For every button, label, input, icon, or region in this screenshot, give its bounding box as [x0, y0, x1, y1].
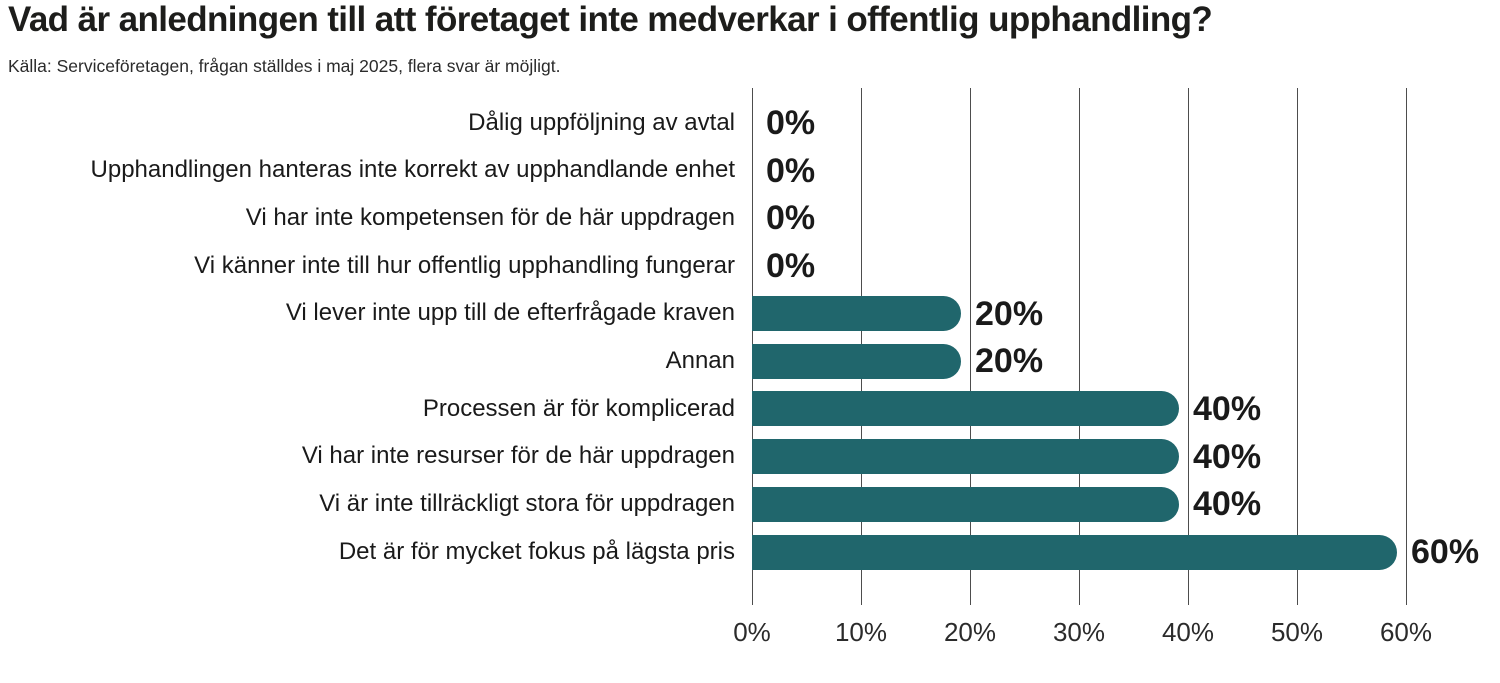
- category-label: Vi känner inte till hur offentlig upphan…: [194, 251, 735, 279]
- bar-row: Vi känner inte till hur offentlig upphan…: [0, 242, 1500, 290]
- category-label: Vi är inte tillräckligt stora för uppdra…: [319, 490, 735, 518]
- gridline-40: [1188, 88, 1189, 605]
- x-tick-label: 10%: [834, 617, 888, 647]
- bar-row: Processen är för komplicerad 40%: [0, 385, 1500, 433]
- bar-value-label: 20%: [975, 294, 1044, 333]
- gridline-20: [970, 88, 971, 605]
- x-tick-label: 40%: [1161, 617, 1215, 647]
- x-tick-label: 50%: [1270, 617, 1324, 647]
- x-tick-label: 0%: [733, 617, 771, 647]
- bar-value-label: 0%: [766, 199, 816, 238]
- chart-subtitle: Källa: Serviceföretagen, frågan ställdes…: [8, 56, 561, 76]
- category-label: Vi har inte kompetensen för de här uppdr…: [245, 204, 735, 232]
- bar-value-label: 60%: [1411, 533, 1480, 572]
- category-label: Annan: [665, 347, 735, 375]
- bar-value-label: 0%: [766, 246, 816, 285]
- gridline-50: [1297, 88, 1298, 605]
- x-axis: 0% 10% 20% 30% 40% 50% 60%: [0, 617, 1500, 653]
- gridline-30: [1079, 88, 1080, 605]
- bar-row: Upphandlingen hanteras inte korrekt av u…: [0, 147, 1500, 195]
- x-tick-label: 20%: [943, 617, 997, 647]
- bar-rows: Dålig uppföljning av avtal 0% Upphandlinge…: [0, 99, 1500, 576]
- bar: [752, 391, 1179, 427]
- bar-value-label: 40%: [1193, 485, 1262, 524]
- category-label: Upphandlingen hanteras inte korrekt av u…: [90, 156, 735, 184]
- bar-value-label: 0%: [766, 151, 816, 190]
- bar-row: Vi har inte resurser för de här uppdrage…: [0, 433, 1500, 481]
- bar-row: Annan 20%: [0, 337, 1500, 385]
- category-label: Det är för mycket fokus på lägsta pris: [338, 537, 735, 565]
- bar-value-label: 0%: [766, 103, 816, 142]
- category-label: Dålig uppföljning av avtal: [468, 108, 735, 136]
- bar-row: Det är för mycket fokus på lägsta pris 60…: [0, 528, 1500, 576]
- bar-row: Vi är inte tillräckligt stora för uppdra…: [0, 481, 1500, 529]
- bar: [752, 296, 961, 332]
- bar: [752, 439, 1179, 475]
- x-tick-label: 60%: [1379, 617, 1433, 647]
- bar-row: Vi lever inte upp till de efterfrågade k…: [0, 290, 1500, 338]
- bar-row: Dålig uppföljning av avtal 0%: [0, 99, 1500, 147]
- bar-value-label: 20%: [975, 342, 1044, 381]
- bar: [752, 343, 961, 379]
- chart-title: Vad är anledningen till att företaget in…: [8, 0, 1213, 39]
- bar-row: Vi har inte kompetensen för de här uppdr…: [0, 194, 1500, 242]
- gridline-60: [1406, 88, 1407, 605]
- x-tick-label: 30%: [1052, 617, 1106, 647]
- bar: [752, 534, 1397, 570]
- bar: [752, 486, 1179, 522]
- category-label: Vi lever inte upp till de efterfrågade k…: [285, 299, 735, 327]
- category-label: Processen är för komplicerad: [422, 394, 735, 422]
- bar-value-label: 40%: [1193, 389, 1262, 428]
- category-label: Vi har inte resurser för de här uppdrage…: [301, 442, 735, 470]
- bar-value-label: 40%: [1193, 437, 1262, 476]
